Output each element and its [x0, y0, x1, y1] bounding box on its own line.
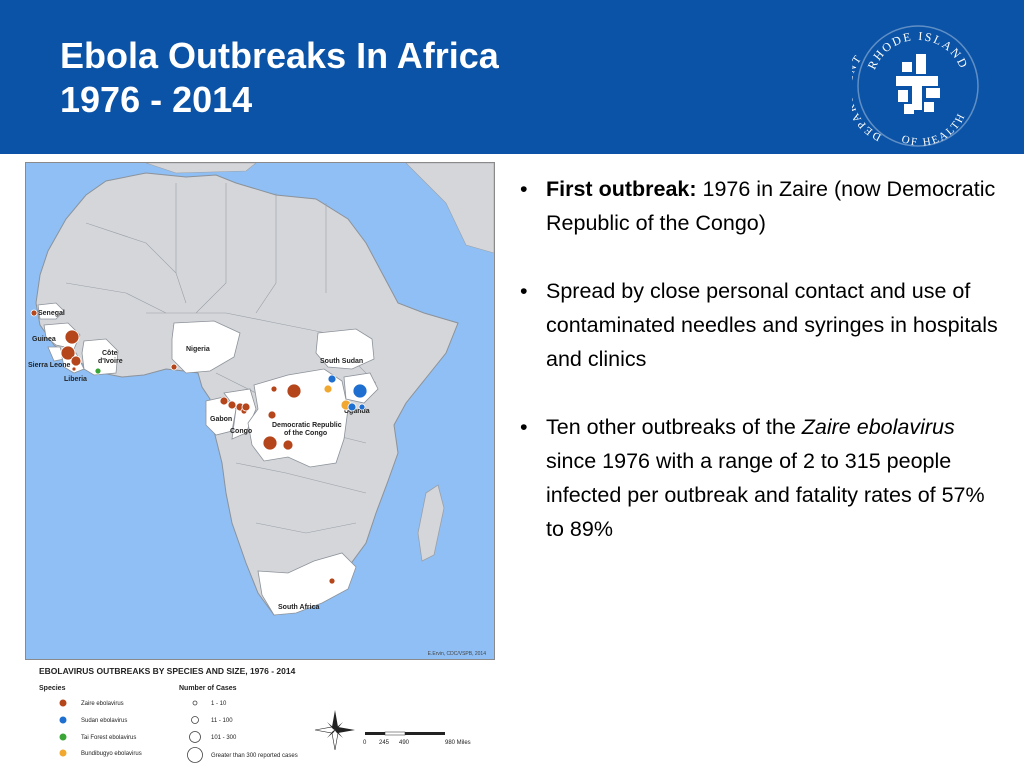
- legend-tai-forest-swatch: [59, 733, 67, 741]
- marker-zaire: [328, 577, 336, 585]
- bullet-dot: •: [520, 415, 528, 439]
- ebola-outbreak-map: Senegal Guinea Sierra Leone Liberia Côte…: [25, 162, 495, 660]
- rhode-island-health-logo: RHODE ISLAND DEPARTMENT OF HEALTH: [852, 25, 979, 149]
- marker-zaire: [270, 385, 278, 393]
- slide-title-line1: Ebola Outbreaks In Africa: [60, 35, 499, 76]
- marker-zaire: [219, 396, 229, 406]
- legend-size-3: [189, 731, 201, 743]
- legend-sudan-label: Sudan ebolavirus: [81, 718, 127, 724]
- label-cote-divoire-2: d'Ivoire: [98, 358, 123, 365]
- label-south-sudan: South Sudan: [320, 358, 363, 365]
- scale-bar: 0 245 490 980 Miles: [363, 731, 471, 746]
- marker-zaire: [262, 435, 278, 451]
- marker-sudan: [352, 383, 368, 399]
- marker-zaire: [241, 402, 251, 412]
- legend-size-4-label: Greater than 300 reported cases: [211, 753, 298, 759]
- label-south-africa: South Africa: [278, 604, 319, 611]
- label-nigeria: Nigeria: [186, 346, 210, 353]
- legend-size-1: [192, 700, 198, 706]
- bullet-3-post: since 1976 with a range of 2 to 315 peop…: [546, 449, 985, 541]
- marker-zaire: [71, 366, 77, 372]
- legend-size-2: [191, 716, 199, 724]
- label-liberia: Liberia: [64, 376, 87, 383]
- legend-size-2-label: 11 - 100: [211, 718, 233, 724]
- compass-icon: [314, 710, 355, 751]
- svg-text:OF HEALTH: OF HEALTH: [900, 111, 968, 149]
- map-legend: EBOLAVIRUS OUTBREAKS BY SPECIES AND SIZE…: [25, 660, 495, 768]
- legend-zaire-label: Zaire ebolavirus: [81, 701, 124, 707]
- legend-size-1-label: 1 - 10: [211, 701, 227, 707]
- legend-sudan-swatch: [59, 716, 67, 724]
- country-nigeria: [171, 320, 241, 374]
- marker-sudan: [327, 374, 337, 384]
- bullet-dot: •: [520, 177, 528, 201]
- country-drc: [247, 368, 349, 468]
- africa-map-svg: Senegal Guinea Sierra Leone Liberia Côte…: [28, 163, 494, 657]
- scale-tick-490: 490: [399, 740, 410, 746]
- scale-tick-0: 0: [363, 740, 367, 746]
- label-guinea: Guinea: [32, 336, 56, 343]
- bullet-other-outbreaks: • Ten other outbreaks of the Zaire ebola…: [514, 410, 1004, 546]
- marker-zaire: [282, 439, 294, 451]
- marker-zaire: [170, 363, 178, 371]
- legend-size-3-label: 101 - 300: [211, 735, 237, 741]
- legend-title: EBOLAVIRUS OUTBREAKS BY SPECIES AND SIZE…: [39, 666, 296, 676]
- label-sierra-leone: Sierra Leone: [28, 362, 71, 369]
- label-senegal: Senegal: [38, 310, 65, 317]
- scale-tick-245: 245: [379, 740, 390, 746]
- label-congo: Congo: [230, 428, 252, 435]
- legend-svg: EBOLAVIRUS OUTBREAKS BY SPECIES AND SIZE…: [39, 666, 471, 763]
- legend-tai-forest-label: Tai Forest ebolavirus: [81, 735, 136, 741]
- legend-species-header: Species: [39, 685, 66, 692]
- label-cote-divoire-1: Côte: [102, 350, 118, 357]
- bullet-3-italic: Zaire ebolavirus: [801, 415, 955, 439]
- marker-zaire: [227, 400, 237, 410]
- bullet-list: • First outbreak: 1976 in Zaire (now Dem…: [514, 172, 1004, 580]
- bullet-3-pre: Ten other outbreaks of the: [546, 415, 802, 439]
- country-senegal: [37, 302, 65, 320]
- map-credit: E.Ervin, CDC/VSPB, 2014: [428, 651, 487, 657]
- legend-bundibugyo-swatch: [59, 749, 67, 757]
- bullet-1-text: 1976 in Zaire (now Democratic Republic o…: [546, 177, 996, 235]
- scale-tick-980: 980 Miles: [445, 740, 471, 746]
- legend-zaire-swatch: [59, 699, 67, 707]
- bullet-1-bold: First outbreak:: [546, 177, 697, 201]
- label-gabon: Gabon: [210, 416, 232, 423]
- marker-tai-forest: [94, 367, 102, 375]
- label-uganda: Uganda: [344, 408, 370, 415]
- legend-bundibugyo-label: Bundibugyo ebolavirus: [81, 751, 142, 757]
- bullet-first-outbreak: • First outbreak: 1976 in Zaire (now Dem…: [514, 172, 1004, 240]
- slide-header: Ebola Outbreaks In Africa 1976 - 2014 RH…: [0, 0, 1024, 154]
- legend-cases-header: Number of Cases: [179, 685, 237, 692]
- marker-zaire: [64, 329, 80, 345]
- bullet-2-text: Spread by close personal contact and use…: [546, 279, 998, 371]
- country-south-sudan: [315, 328, 375, 370]
- marker-zaire: [267, 410, 277, 420]
- marker-bundibugyo: [323, 384, 333, 394]
- marker-zaire: [70, 355, 82, 367]
- legend-size-4: [187, 747, 203, 763]
- marker-zaire: [60, 345, 76, 361]
- bullet-dot: •: [520, 279, 528, 303]
- marker-zaire: [286, 383, 302, 399]
- bullet-spread: • Spread by close personal contact and u…: [514, 274, 1004, 376]
- marker-sudan: [358, 403, 366, 411]
- country-cote-divoire: [81, 338, 119, 376]
- label-drc-1: Democratic Republic: [272, 422, 342, 429]
- marker-sudan: [347, 402, 357, 412]
- label-drc-2: of the Congo: [284, 430, 327, 437]
- country-south-africa: [257, 552, 357, 616]
- slide-title: Ebola Outbreaks In Africa 1976 - 2014: [60, 34, 499, 122]
- slide-title-line2: 1976 - 2014: [60, 79, 253, 120]
- logo-text-bottom: OF HEALTH: [900, 111, 966, 149]
- marker-zaire: [30, 309, 38, 317]
